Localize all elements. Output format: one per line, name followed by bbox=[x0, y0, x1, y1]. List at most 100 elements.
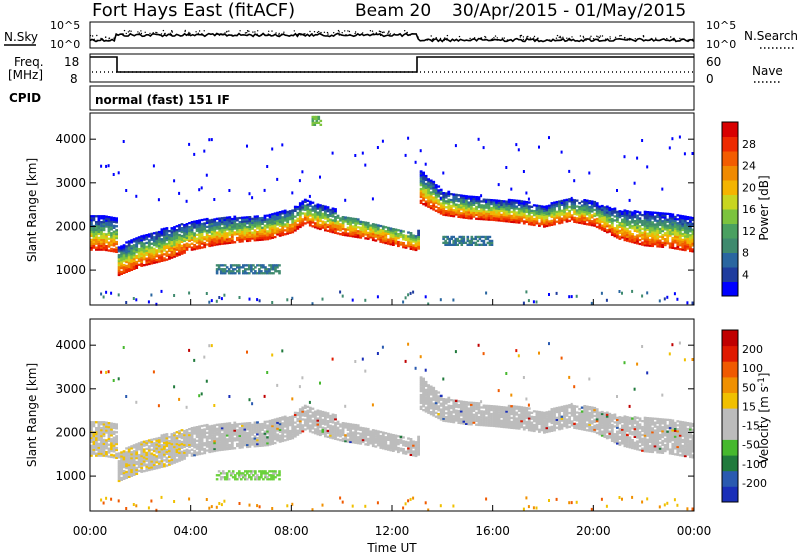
velocity-cell bbox=[150, 462, 154, 465]
nsearch-point bbox=[149, 32, 151, 35]
velocity-cell bbox=[286, 428, 290, 431]
power-cell bbox=[530, 211, 534, 214]
power-cell bbox=[583, 210, 587, 214]
power-cell bbox=[359, 228, 363, 231]
power-cell bbox=[474, 243, 478, 246]
power-cell bbox=[125, 255, 128, 258]
power-cell bbox=[475, 198, 478, 201]
velocity-cell bbox=[193, 454, 196, 457]
velocity-cell bbox=[135, 445, 139, 448]
power-cell bbox=[460, 237, 464, 241]
nsearch-point bbox=[387, 32, 389, 34]
power-cell bbox=[223, 230, 227, 233]
power-cell bbox=[163, 253, 166, 256]
velocity-cell bbox=[268, 429, 272, 432]
power-cell bbox=[439, 202, 443, 205]
power-cell bbox=[583, 212, 587, 216]
power-cell bbox=[399, 233, 403, 236]
power-cell bbox=[623, 235, 627, 238]
velocity-cell bbox=[321, 412, 325, 416]
velocity-cell bbox=[205, 379, 208, 383]
power-cell bbox=[334, 219, 337, 223]
velocity-cell bbox=[225, 448, 229, 451]
power-cell bbox=[485, 202, 488, 205]
velocity-cell bbox=[100, 498, 103, 502]
nsearch-point bbox=[228, 30, 230, 32]
velocity-cell bbox=[268, 433, 272, 436]
velocity-cell bbox=[163, 453, 166, 456]
power-cell bbox=[681, 248, 685, 251]
power-cell bbox=[598, 221, 602, 224]
power-cell bbox=[125, 264, 128, 268]
velocity-cell bbox=[331, 437, 335, 440]
power-cell bbox=[525, 218, 529, 221]
velocity-cell bbox=[137, 444, 141, 447]
velocity-cell bbox=[251, 433, 254, 436]
power-cell bbox=[183, 251, 186, 254]
power-cell bbox=[460, 243, 464, 246]
power-cell bbox=[208, 237, 212, 240]
power-cell bbox=[432, 182, 436, 186]
power-cell bbox=[495, 207, 498, 210]
velocity-cell bbox=[183, 435, 186, 439]
power-cell bbox=[488, 241, 492, 244]
power-cell bbox=[507, 206, 511, 209]
power-cell bbox=[193, 232, 196, 235]
power-cell bbox=[135, 245, 139, 248]
power-cell bbox=[560, 211, 564, 214]
velocity-cell bbox=[135, 472, 139, 475]
velocity-cell bbox=[130, 459, 134, 462]
power-cell bbox=[95, 224, 98, 228]
velocity-cell bbox=[110, 432, 113, 435]
power-cell bbox=[454, 205, 458, 208]
power-cell bbox=[356, 220, 360, 223]
velocity-cell bbox=[100, 446, 103, 449]
nave-label: Nave bbox=[752, 64, 783, 78]
nsearch-point bbox=[458, 35, 461, 38]
velocity-cell bbox=[190, 440, 194, 443]
power-cell bbox=[251, 219, 254, 222]
power-cell bbox=[437, 193, 441, 196]
power-cell bbox=[296, 219, 300, 222]
nsearch-point bbox=[376, 33, 379, 35]
power-cell bbox=[522, 204, 526, 207]
power-cell bbox=[422, 193, 425, 196]
power-cell bbox=[668, 220, 672, 224]
power-cell bbox=[474, 235, 478, 239]
power-cell bbox=[253, 237, 257, 240]
power-cell bbox=[225, 216, 229, 219]
velocity-cell bbox=[145, 453, 149, 456]
power-cell bbox=[329, 224, 332, 227]
power-cell bbox=[470, 211, 473, 214]
power-cell bbox=[283, 219, 287, 222]
power-cell bbox=[527, 209, 531, 212]
velocity-cell bbox=[157, 452, 161, 455]
power-cell bbox=[600, 210, 604, 213]
velocity-cell bbox=[236, 423, 239, 426]
power-cell bbox=[125, 251, 128, 254]
power-cell bbox=[465, 206, 468, 210]
power-cell bbox=[663, 226, 667, 229]
power-cell bbox=[173, 243, 176, 246]
power-cell bbox=[344, 198, 347, 202]
velocity-cell bbox=[273, 434, 277, 437]
velocity-cell bbox=[278, 436, 282, 439]
power-cell bbox=[605, 223, 609, 226]
power-cell bbox=[527, 219, 531, 222]
power-cell bbox=[258, 232, 262, 236]
power-cell bbox=[452, 211, 456, 214]
power-cell bbox=[271, 222, 274, 226]
power-cell bbox=[122, 267, 126, 271]
power-cell bbox=[613, 227, 617, 230]
power-cell bbox=[676, 229, 680, 233]
velocity-cell bbox=[228, 439, 232, 443]
power-cell bbox=[517, 213, 521, 216]
velocity-cell bbox=[173, 451, 176, 454]
velocity-cell bbox=[193, 432, 196, 435]
power-cell bbox=[487, 200, 491, 204]
velocity-cell bbox=[200, 434, 204, 437]
power-cell bbox=[105, 247, 108, 250]
power-cell bbox=[92, 244, 96, 247]
velocity-cell bbox=[175, 442, 179, 446]
velocity-cell bbox=[92, 442, 96, 445]
